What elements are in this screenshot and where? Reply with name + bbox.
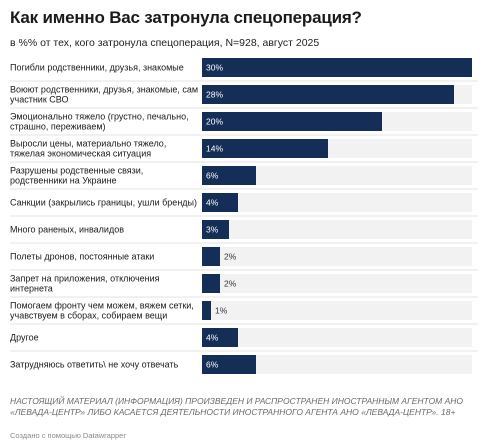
category-label: Воюют родственники, друзья, знакомые, са… [10,85,198,105]
bar-value-label: 2% [224,279,237,289]
bar-value-label: 30% [206,63,223,73]
category-label: Санкции (закрылись границы, ушли бренды) [10,198,197,208]
bar [202,274,220,293]
bar-value-label: 3% [206,225,219,235]
bar-value-label: 28% [206,90,223,100]
bar [202,112,382,131]
bar-value-label: 14% [206,144,223,154]
category-label: Разрушены родственные связи, родственники… [10,166,143,186]
bar [202,193,238,212]
bar-track [202,274,472,293]
bar [202,166,256,185]
bar [202,301,211,320]
bar-track [202,301,472,320]
bar-value-label: 6% [206,360,219,370]
bar [202,85,454,104]
bar-chart: Погибли родственники, друзья, знакомые 30… [10,58,478,374]
datawrapper-credit: Создано с помощью Datawrapper [10,431,126,440]
bar-value-label: 2% [224,252,237,262]
bar [202,247,220,266]
bar-value-label: 4% [206,333,219,343]
bar-track [202,328,472,347]
bar-value-label: 6% [206,171,219,181]
bar [202,58,472,77]
bar [202,328,238,347]
category-label: Другое [10,333,39,343]
bar [202,139,328,158]
category-label: Запрет на приложения, отключения интернет… [10,274,160,294]
category-label: Затрудняюсь ответить\ не хочу отвечать [10,360,179,370]
bar-track [202,193,472,212]
chart-subtitle: в %% от тех, кого затронула спецоперация… [10,37,320,49]
bar-track [202,166,472,185]
bar [202,220,229,239]
bar-value-label: 1% [215,306,228,316]
bar-value-label: 4% [206,198,219,208]
bar-track [202,220,472,239]
category-label: Помогаем фронту чем можем, вяжем сетки, у… [10,301,194,321]
category-label: Много раненых, инвалидов [10,225,124,235]
footer-disclaimer: Настоящий материал (информация) произвед… [10,396,463,417]
bar [202,355,256,374]
bar-track [202,355,472,374]
chart-title: Как именно Вас затронула спецоперация? [10,8,362,27]
category-label: Полеты дронов, постоянные атаки [10,252,154,262]
category-label: Выросли цены, материально тяжело, тяжелая… [10,139,166,159]
category-label: Эмоционально тяжело (грустно, печально, с… [10,112,189,132]
bar-value-label: 20% [206,117,223,127]
bar-track [202,247,472,266]
category-label: Погибли родственники, друзья, знакомые [10,63,184,73]
